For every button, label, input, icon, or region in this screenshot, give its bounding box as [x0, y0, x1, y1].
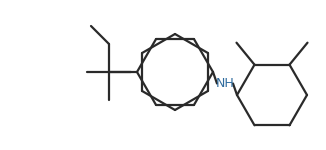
Text: NH: NH	[215, 77, 234, 90]
